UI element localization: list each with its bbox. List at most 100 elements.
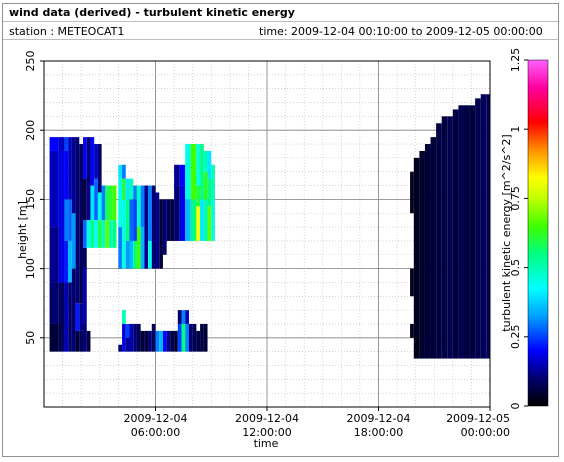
heatmap-cell: [68, 199, 72, 241]
heatmap-cell: [452, 109, 459, 359]
heatmap-cell: [101, 220, 106, 248]
heatmap-cell: [140, 185, 145, 228]
heatmap-cell: [174, 330, 178, 352]
heatmap-cell: [441, 116, 448, 359]
heatmap-cell: [90, 137, 95, 186]
heatmap-cell: [185, 144, 191, 200]
y-tick-label: 50: [24, 331, 37, 345]
heatmap-cell: [140, 227, 145, 269]
x-tick-label-date: 2009-12-05: [446, 412, 510, 425]
x-tick-label-time: 06:00:00: [131, 426, 180, 439]
heatmap-cell: [49, 323, 59, 352]
heatmap-cell: [86, 330, 91, 352]
heatmap-cell: [144, 330, 149, 352]
heatmap-cell: [203, 199, 208, 241]
heatmap-cell: [90, 185, 95, 221]
heatmap-cell: [207, 206, 212, 241]
heatmap-cell: [447, 116, 453, 359]
heatmap-cell: [203, 323, 208, 352]
heatmap-cell: [148, 185, 152, 241]
heatmap-cell: [430, 137, 437, 359]
heatmap-cell: [166, 199, 171, 241]
heatmap-cell: [486, 94, 490, 359]
colorbar-tick-label: 1.25: [509, 48, 522, 73]
heatmap-cell: [68, 137, 72, 200]
heatmap-cell: [125, 178, 130, 200]
heatmap-cell: [83, 268, 87, 324]
heatmap-cell: [162, 199, 167, 255]
heatmap-cell: [64, 150, 69, 200]
x-tick-label-time: 00:00:00: [461, 426, 510, 439]
heatmap-cell: [79, 303, 84, 331]
heatmap-cell: [170, 330, 175, 352]
heatmap-cell: [159, 199, 163, 269]
heatmap-cell: [140, 330, 145, 352]
heatmap-cell: [207, 150, 212, 179]
heatmap-cell: [133, 199, 137, 241]
heatmap-cell: [133, 185, 137, 200]
heatmap-cell: [413, 157, 420, 338]
heatmap-cell: [151, 185, 156, 269]
station-label: station : METEOCAT1: [9, 25, 125, 38]
heatmap-cell: [174, 185, 180, 241]
info-bar: station : METEOCAT1 time: 2009-12-04 00:…: [3, 22, 558, 40]
heatmap-cell: [118, 227, 123, 269]
heatmap-cell: [480, 94, 487, 359]
heatmap-cell: [155, 330, 160, 352]
heatmap-cell: [196, 185, 201, 207]
heatmap-cell: [136, 323, 141, 352]
colorbar-tick-label: 1: [509, 126, 522, 133]
heatmap-cell: [112, 220, 117, 248]
heatmap-cell: [68, 282, 72, 352]
chart-title: wind data (derived) - turbulent kinetic …: [9, 6, 295, 19]
heatmap-cell: [410, 171, 414, 214]
heatmap-cell: [436, 123, 442, 359]
axes: 501001502002502009-12-0406:00:002009-12-…: [24, 51, 510, 440]
heatmap-cell: [463, 105, 470, 359]
heatmap-cell: [203, 171, 208, 200]
heatmap-cell: [424, 144, 431, 359]
heatmap-cell: [413, 337, 420, 359]
heatmap-cell: [125, 199, 130, 241]
y-tick-label: 100: [24, 258, 37, 279]
colorbar-tick-label: 0.5: [509, 259, 522, 277]
y-tick-label: 150: [24, 189, 37, 210]
heatmap-cell: [133, 240, 137, 269]
heatmap-cell: [133, 323, 137, 352]
heatmap-cell: [200, 199, 204, 241]
x-axis-label: time: [254, 437, 279, 450]
heatmap-cell: [68, 240, 72, 283]
heatmap-cell: [177, 310, 182, 324]
heatmap-cell: [94, 220, 98, 248]
heatmap-cell: [410, 323, 414, 338]
heatmap-cell: [75, 330, 80, 352]
heatmap-cell: [64, 282, 69, 352]
heatmap-cell: [179, 164, 186, 186]
heatmap-cell: [122, 323, 126, 352]
heatmap-cell: [207, 178, 212, 207]
heatmap-cell: [211, 199, 215, 241]
heatmap-cell: [94, 144, 98, 179]
heatmap-cell: [170, 199, 175, 241]
heatmap-cell: [71, 137, 76, 214]
heatmap-cell: [185, 310, 189, 324]
colorbar-tick-label: 0: [509, 403, 522, 410]
heatmap-cell: [125, 240, 130, 269]
colorbar-tick-label: 0.25: [509, 325, 522, 350]
heatmap-cell: [190, 144, 197, 200]
heatmap-cell: [196, 144, 201, 186]
heatmap-cell: [75, 137, 80, 304]
heatmap-cell: [101, 185, 106, 221]
colorbar-axis: 0 0.25 0.5 0.75 1 1.25: [509, 48, 528, 410]
heatmap-cell: [200, 323, 204, 352]
heatmap-cell: [185, 199, 191, 241]
heatmap-cell: [118, 344, 123, 352]
heatmap-cell: [188, 323, 193, 352]
heatmap-cell: [90, 220, 95, 248]
heatmap-cell: [97, 144, 102, 193]
heatmap-cell: [83, 137, 87, 179]
heatmap-cell: [58, 282, 65, 352]
heatmap-cell: [475, 98, 481, 359]
heatmap-cell: [79, 144, 84, 304]
